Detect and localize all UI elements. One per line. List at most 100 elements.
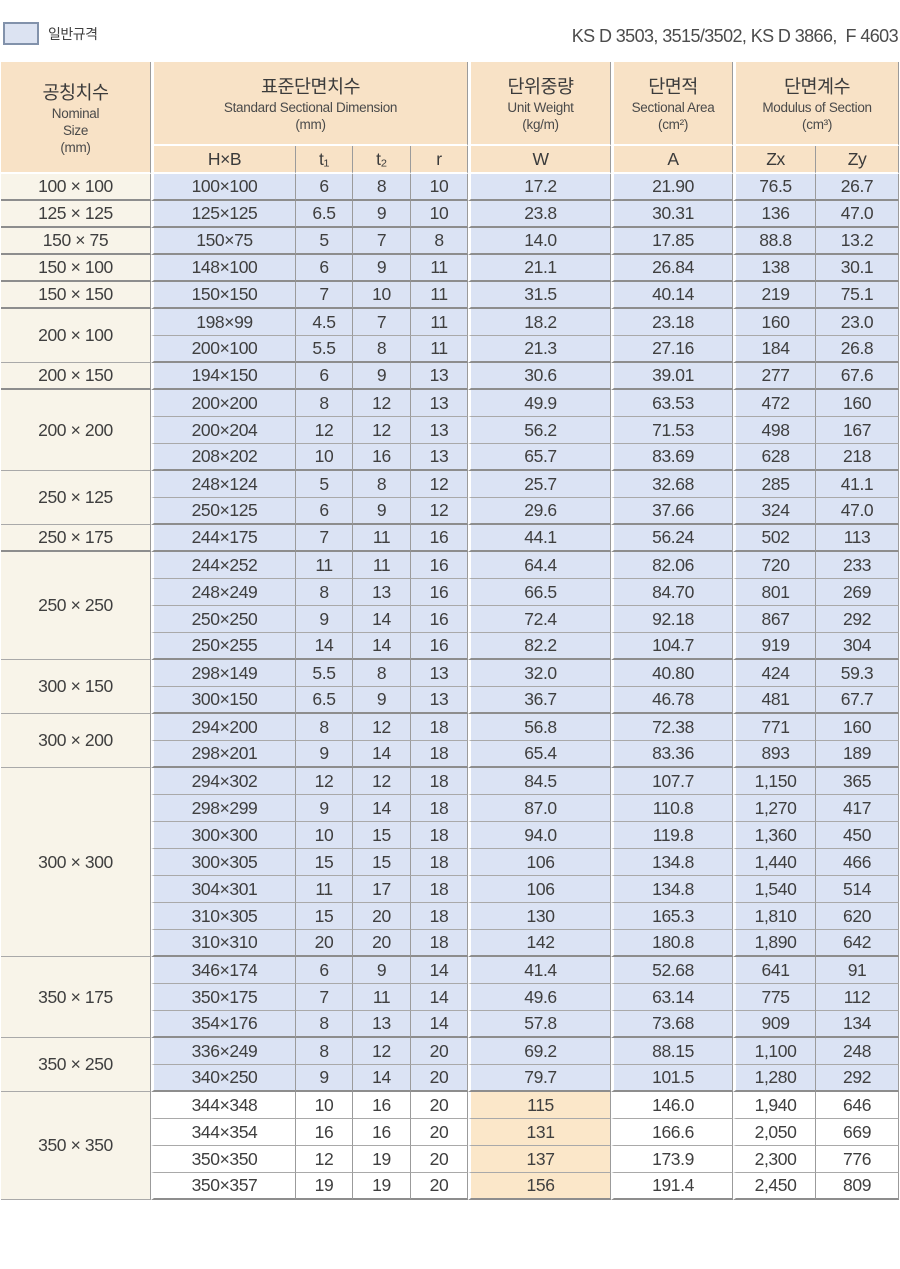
a-cell: 82.06 — [611, 552, 734, 579]
t2-cell: 8 — [353, 336, 411, 363]
w-cell: 156 — [468, 1173, 612, 1200]
t2-cell: 8 — [353, 174, 411, 201]
table-row: 350 × 250 336×249 8 12 20 69.2 88.15 1,100 248 — [1, 1038, 900, 1092]
zx-cell: 1,280 — [733, 1065, 817, 1092]
w-cell: 79.7 — [468, 1065, 612, 1092]
subheader-hxb: H×B — [151, 146, 296, 174]
zx-cell: 285 — [733, 471, 817, 498]
t1-cell: 15 — [296, 849, 353, 876]
a-cell: 84.70 — [611, 579, 734, 606]
t2-cell: 15 — [353, 849, 411, 876]
zy-cell: 514 — [816, 876, 900, 903]
t1-cell: 9 — [296, 1065, 353, 1092]
t2-cell: 12 — [353, 1038, 411, 1065]
hxb-cell: 100×100 — [151, 174, 296, 201]
zy-cell: 365 — [816, 768, 900, 795]
t2-cell: 9 — [353, 957, 411, 984]
subheader-t1: t₁ — [296, 146, 353, 174]
w-cell: 29.6 — [468, 498, 612, 525]
hxb-cell: 298×299 — [151, 795, 296, 822]
t1-cell: 6 — [296, 957, 353, 984]
hxb-cell: 248×249 — [151, 579, 296, 606]
a-cell: 17.85 — [611, 228, 734, 255]
a-cell: 63.53 — [611, 390, 734, 417]
w-cell: 137 — [468, 1146, 612, 1173]
zy-cell: 47.0 — [816, 498, 900, 525]
a-cell: 191.4 — [611, 1173, 734, 1200]
hxb-cell: 150×150 — [151, 282, 296, 309]
t2-cell: 14 — [353, 606, 411, 633]
r-cell: 13 — [411, 660, 469, 687]
w-cell: 21.1 — [468, 255, 612, 282]
subheader-a: A — [611, 146, 734, 174]
table-row: 250 × 250 244×252 11 11 16 64.4 82.06 720 233 — [1, 552, 900, 660]
t1-cell: 6 — [296, 255, 353, 282]
hxb-cell: 310×305 — [151, 903, 296, 930]
r-cell: 8 — [411, 228, 469, 255]
zy-cell: 134 — [816, 1011, 900, 1038]
table-row: 350×357 19 19 20 156 191.4 2,450 809 — [1, 1173, 900, 1200]
r-cell: 20 — [411, 1065, 469, 1092]
a-cell: 52.68 — [611, 957, 734, 984]
w-cell: 25.7 — [468, 471, 612, 498]
hxb-cell: 300×300 — [151, 822, 296, 849]
r-cell: 12 — [411, 498, 469, 525]
header-modulus-of-section: 단면계수 Modulus of Section (cm³) — [733, 62, 900, 146]
zy-cell: 13.2 — [816, 228, 900, 255]
r-cell: 13 — [411, 363, 469, 390]
table-row: 300 × 200 294×200 8 12 18 56.8 72.38 771 160 — [1, 714, 900, 768]
a-cell: 21.90 — [611, 174, 734, 201]
header-area-ko: 단면적 — [648, 76, 698, 97]
hxb-cell: 244×175 — [151, 525, 296, 552]
t1-cell: 7 — [296, 984, 353, 1011]
t1-cell: 10 — [296, 1092, 353, 1119]
a-cell: 173.9 — [611, 1146, 734, 1173]
hxb-cell: 294×200 — [151, 714, 296, 741]
r-cell: 10 — [411, 201, 469, 228]
w-cell: 17.2 — [468, 174, 612, 201]
table-row: 344×354 16 16 20 131 166.6 2,050 669 — [1, 1119, 900, 1146]
zy-cell: 248 — [816, 1038, 900, 1065]
t2-cell: 11 — [353, 984, 411, 1011]
zx-cell: 1,100 — [733, 1038, 817, 1065]
a-cell: 32.68 — [611, 471, 734, 498]
zx-cell: 2,450 — [733, 1173, 817, 1200]
r-cell: 13 — [411, 417, 469, 444]
t1-cell: 15 — [296, 903, 353, 930]
zx-cell: 641 — [733, 957, 817, 984]
w-cell: 130 — [468, 903, 612, 930]
t2-cell: 12 — [353, 768, 411, 795]
section-spec-table: 공칭치수 Nominal Size (mm) 표준단면치수 Standard S… — [1, 62, 900, 1200]
legend-label: 일반규격 — [48, 25, 98, 42]
header-weight-ko: 단위중량 — [507, 76, 574, 97]
w-cell: 44.1 — [468, 525, 612, 552]
zy-cell: 417 — [816, 795, 900, 822]
zx-cell: 1,270 — [733, 795, 817, 822]
r-cell: 18 — [411, 849, 469, 876]
nominal-size-cell: 125 × 125 — [1, 201, 151, 228]
zx-cell: 219 — [733, 282, 817, 309]
r-cell: 11 — [411, 282, 469, 309]
table-row: 100 × 100 100×100 6 8 10 17.2 21.90 76.5 26.7 — [1, 174, 900, 201]
w-cell: 64.4 — [468, 552, 612, 579]
w-cell: 69.2 — [468, 1038, 612, 1065]
table-row: 150 × 100 148×100 6 9 11 21.1 26.84 138 30.1 — [1, 255, 900, 282]
header-nominal-ko: 공칭치수 — [42, 81, 109, 103]
t1-cell: 12 — [296, 1146, 353, 1173]
a-cell: 166.6 — [611, 1119, 734, 1146]
t1-cell: 8 — [296, 1038, 353, 1065]
t1-cell: 4.5 — [296, 309, 353, 336]
header-weight-unit: (kg/m) — [522, 117, 559, 132]
t2-cell: 9 — [353, 498, 411, 525]
r-cell: 18 — [411, 714, 469, 741]
table-row: 200 × 200 200×200 8 12 13 49.9 63.53 472 160 — [1, 390, 900, 471]
table-row: 298×201 9 14 18 65.4 83.36 893 189 — [1, 741, 900, 768]
table-row: 150 × 150 150×150 7 10 11 31.5 40.14 219 75.1 — [1, 282, 900, 309]
table-row: 125 × 125 125×125 6.5 9 10 23.8 30.31 136 47.0 — [1, 201, 900, 228]
t2-cell: 9 — [353, 687, 411, 714]
r-cell: 18 — [411, 903, 469, 930]
subheader-t2: t₂ — [353, 146, 411, 174]
header-std-unit: (mm) — [295, 117, 326, 132]
table-row: 300 × 150 298×149 5.5 8 13 32.0 40.80 424 59.3 — [1, 660, 900, 714]
t2-cell: 14 — [353, 633, 411, 660]
